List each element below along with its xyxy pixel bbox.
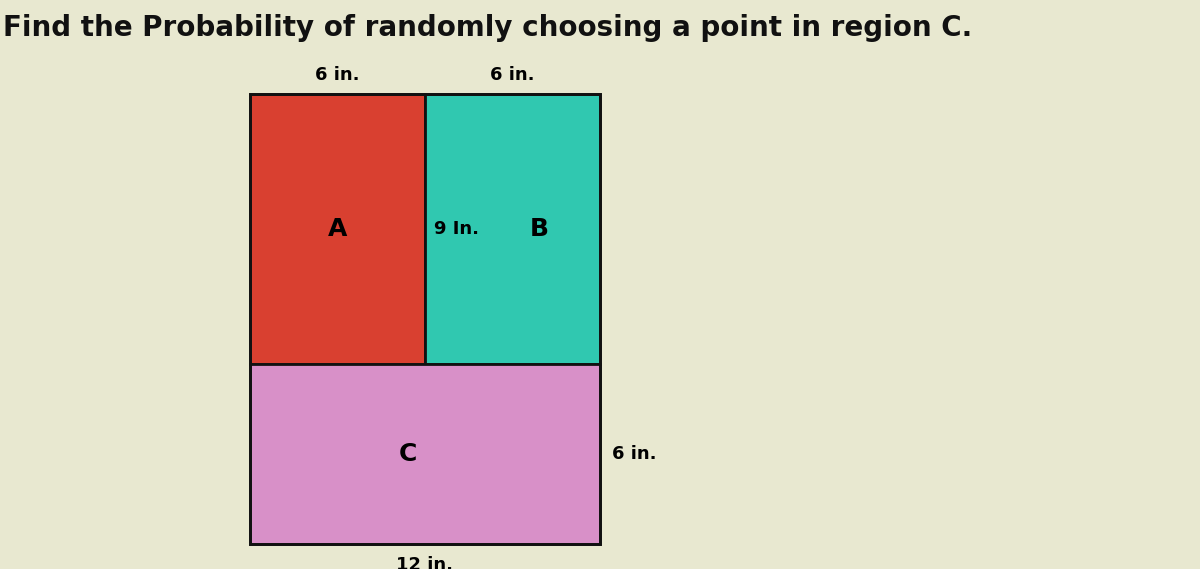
Bar [425, 94, 600, 364]
Bar [250, 364, 600, 544]
Bar [250, 94, 600, 544]
Text: B: B [529, 217, 548, 241]
Bar [250, 94, 425, 364]
Text: Find the Probability of randomly choosing a point in region C.: Find the Probability of randomly choosin… [2, 14, 972, 42]
Text: 12 in.: 12 in. [396, 556, 454, 569]
Text: 9 In.: 9 In. [433, 220, 479, 238]
Text: 6 in.: 6 in. [491, 66, 535, 84]
Text: C: C [398, 442, 416, 466]
Text: 6 in.: 6 in. [316, 66, 360, 84]
Text: A: A [328, 217, 347, 241]
Text: 6 in.: 6 in. [612, 445, 656, 463]
